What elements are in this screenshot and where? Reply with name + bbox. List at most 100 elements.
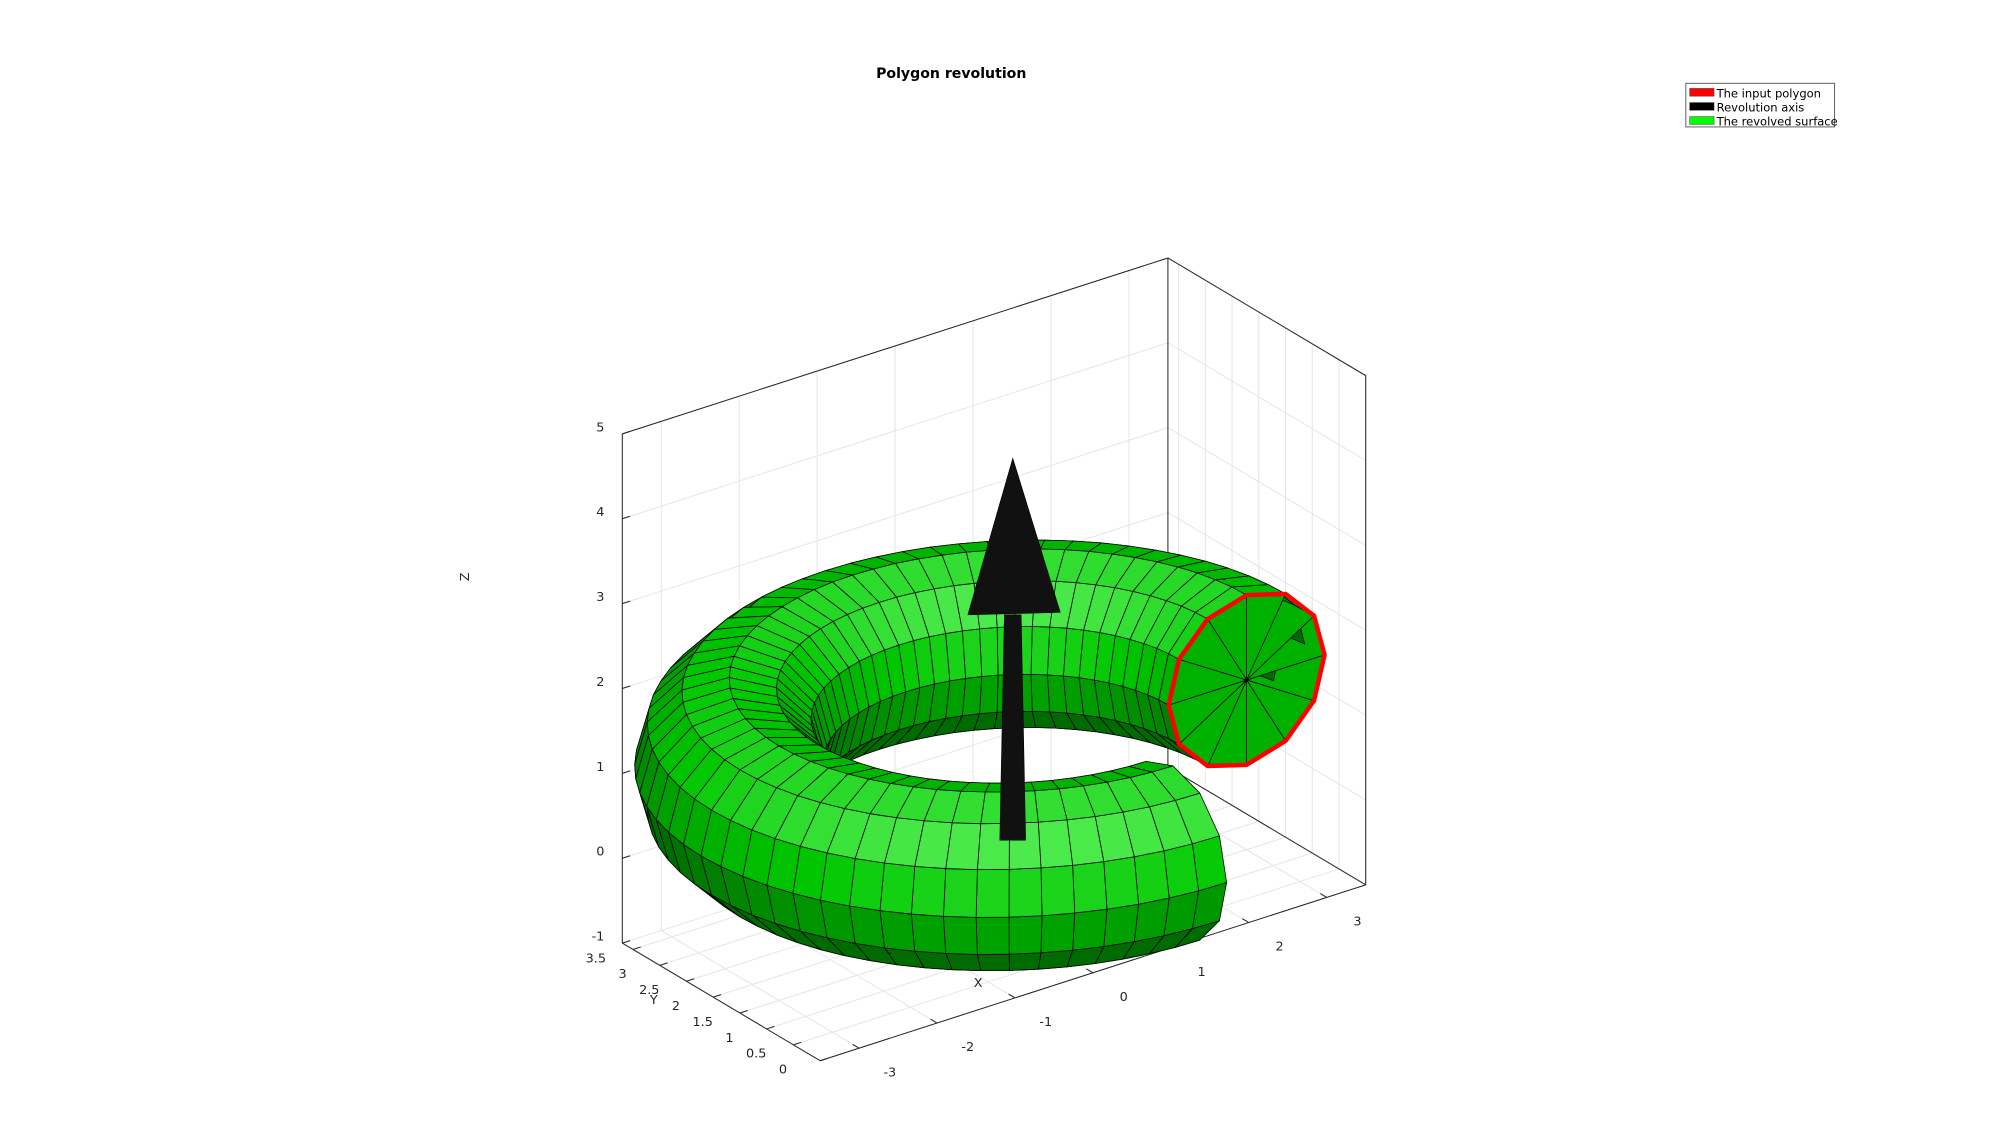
x-tick-label: -3 (883, 1065, 896, 1080)
z-tick-label: 1 (596, 760, 604, 775)
surface-face (1037, 949, 1074, 970)
z-tick (622, 855, 631, 859)
y-tick (766, 1025, 775, 1030)
z-tick-label: 2 (596, 675, 604, 690)
surface-face (879, 910, 916, 952)
revolution-axis-shaft (999, 614, 1026, 841)
box-edge (622, 257, 1169, 435)
x-tick-label: 2 (1275, 940, 1283, 955)
x-tick-label: 1 (1198, 965, 1206, 980)
surface-face (1103, 856, 1139, 910)
surface-face (943, 868, 978, 918)
surface-face (910, 913, 947, 954)
z-tick-label: 0 (596, 845, 604, 860)
surface-face (979, 674, 999, 715)
z-tick-label: 5 (596, 420, 604, 435)
surface-face (648, 702, 687, 750)
y-tick (686, 978, 695, 982)
x-tick-label: 0 (1120, 990, 1128, 1005)
surface-face (979, 627, 999, 677)
grid-line (1167, 512, 1366, 631)
legend-swatch-input-polygon (1689, 88, 1715, 97)
surface-face (1163, 843, 1199, 899)
y-tick-label: 1 (725, 1031, 733, 1046)
tick-labels: -3 -2 -1 0 1 2 3 0 0.5 1 1.5 2 2.5 3 3.5 -1 0 1 2 3 4 5 (586, 420, 1362, 1080)
surface-face (1037, 819, 1074, 869)
legend: The input polygon Revolution axis The re… (1685, 82, 1838, 129)
surface-face (977, 953, 1010, 971)
grid-line (622, 427, 1169, 605)
z-tick (622, 515, 631, 520)
z-tick (622, 685, 631, 689)
y-tick-label: 0 (779, 1063, 787, 1078)
input-polygon (1166, 591, 1327, 769)
grid-line (1167, 342, 1366, 461)
surface-face (1008, 952, 1042, 971)
box-edge (1167, 257, 1366, 377)
y-tick (739, 1010, 748, 1014)
surface-face (943, 915, 978, 955)
z-tick (622, 600, 631, 605)
legend-swatch-revolution-axis (1689, 102, 1715, 111)
y-tick (632, 946, 641, 950)
x-tick (1008, 993, 1016, 999)
grid-line (1167, 427, 1366, 546)
box-edge (622, 942, 821, 1062)
y-tick (793, 1041, 802, 1046)
surface-face (975, 916, 1010, 955)
surface-face (910, 865, 947, 917)
x-tick (852, 1043, 860, 1049)
y-tick-label: 0.5 (746, 1047, 766, 1062)
surface-face (1103, 903, 1139, 947)
surface-face (1008, 867, 1043, 918)
x-tick-label: -2 (961, 1040, 974, 1055)
legend-label-revolved-surface: The revolved surface (1716, 115, 1838, 129)
surface-face (1008, 915, 1043, 955)
revolved-surface (634, 539, 1325, 971)
surface-face (1030, 673, 1051, 713)
legend-swatch-revolved-surface (1689, 116, 1715, 125)
y-tick (713, 994, 722, 998)
box-edge (819, 884, 1366, 1062)
surface-face (1072, 861, 1108, 914)
chart-title: Polygon revolution (876, 66, 1026, 82)
surface-face (1030, 626, 1051, 676)
y-tick (659, 962, 668, 966)
legend-label-revolution-axis: Revolution axis (1717, 101, 1805, 115)
z-tick (622, 430, 631, 435)
revolution-axis (967, 457, 1061, 841)
y-tick-label: 3 (618, 967, 626, 982)
y-tick-label: 3.5 (586, 951, 606, 966)
input-polygon-outline (1166, 591, 1327, 769)
y-tick-label: 2.5 (639, 983, 659, 998)
surface-face (1047, 674, 1068, 714)
x-tick (930, 1018, 938, 1024)
surface-face (1040, 912, 1076, 954)
surface-face (879, 862, 916, 915)
grid-line (622, 342, 1169, 520)
y-axis-label: Y (649, 993, 658, 1008)
surface-face (849, 858, 885, 911)
y-tick-label: 1.5 (693, 1015, 713, 1030)
surface-face (975, 868, 1010, 918)
z-axis-label: Z (458, 572, 473, 581)
z-tick-label: 4 (596, 505, 604, 520)
x-axis-label: X (974, 976, 983, 991)
surface-face (1047, 626, 1068, 677)
z-tick (622, 940, 631, 944)
y-tick (819, 1057, 829, 1062)
z-tick (622, 770, 631, 774)
surface-face (1040, 864, 1076, 917)
z-tick-label: 3 (596, 590, 604, 605)
surface-face (1133, 850, 1170, 905)
x-tick-label: -1 (1039, 1015, 1052, 1030)
x-tick (1242, 918, 1250, 923)
revolution-axis-head (967, 457, 1061, 616)
z-tick-label: -1 (592, 930, 605, 945)
surface-face (1072, 908, 1108, 951)
y-tick-label: 2 (672, 999, 680, 1014)
grid-line (661, 930, 860, 1049)
x-tick (1320, 893, 1328, 898)
